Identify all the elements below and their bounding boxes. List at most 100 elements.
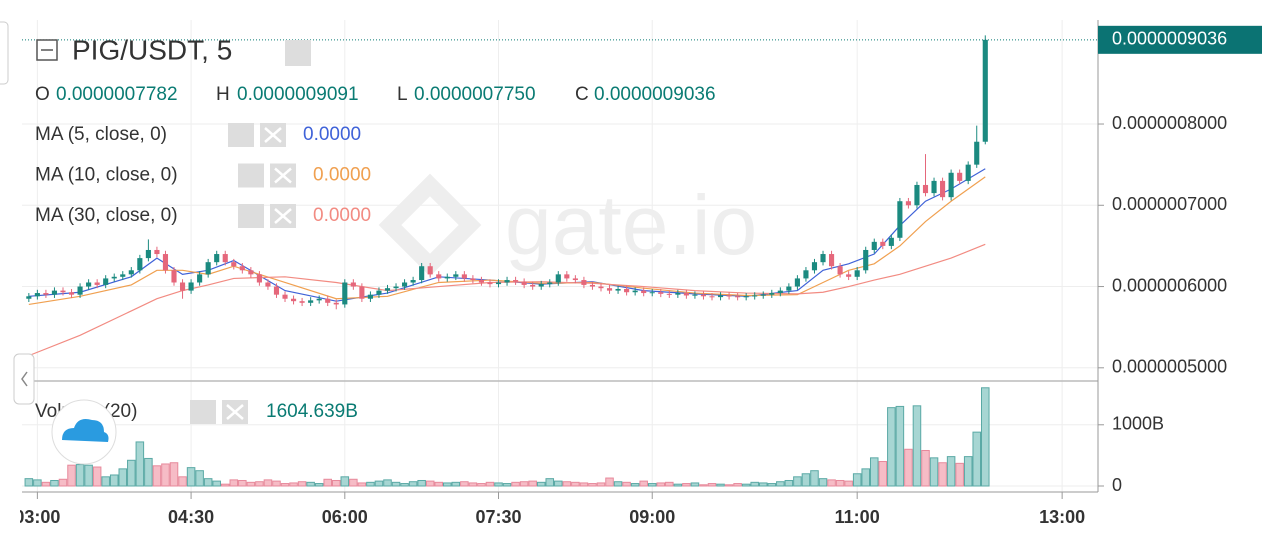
settings-button[interactable] bbox=[285, 40, 311, 66]
volume-bar bbox=[477, 483, 486, 487]
volume-bar bbox=[887, 407, 896, 487]
ma-settings[interactable] bbox=[238, 163, 264, 188]
volume-bar bbox=[383, 479, 392, 487]
volume-bar bbox=[229, 479, 239, 487]
candle-body bbox=[854, 270, 860, 277]
candle-body bbox=[521, 281, 527, 285]
ma-legend-value: 0.0000 bbox=[313, 205, 371, 226]
volume-bar bbox=[724, 484, 734, 487]
volume-bar bbox=[203, 478, 213, 487]
volume-bar bbox=[144, 457, 153, 487]
volume-bar bbox=[656, 482, 666, 487]
candle-body bbox=[547, 282, 553, 285]
volume-bar bbox=[707, 483, 717, 487]
volume-last-value: 1604.639B bbox=[266, 401, 358, 422]
volume-bar bbox=[212, 480, 221, 487]
candle-body bbox=[384, 288, 391, 291]
remove-icon bbox=[274, 208, 292, 224]
candle-body bbox=[419, 266, 425, 281]
candle-body bbox=[700, 294, 707, 297]
volume-bar bbox=[528, 480, 537, 487]
volume-bar bbox=[24, 478, 34, 487]
candle-body bbox=[794, 278, 800, 287]
candle-body bbox=[350, 282, 356, 287]
volume-bar bbox=[895, 405, 905, 487]
candle-body bbox=[470, 278, 476, 281]
candle-body bbox=[581, 280, 587, 285]
volume-bar bbox=[647, 483, 657, 487]
volume-bar bbox=[408, 481, 418, 487]
volume-bar bbox=[835, 479, 845, 487]
candle-body bbox=[649, 292, 655, 294]
candle-body bbox=[26, 296, 32, 299]
candle-body bbox=[735, 296, 741, 298]
candle-body bbox=[709, 296, 715, 298]
volume-bar bbox=[280, 483, 290, 487]
last-price-label: 0.0000009036 bbox=[1112, 29, 1227, 49]
volume-bar bbox=[981, 387, 990, 487]
volume-bar bbox=[118, 468, 128, 487]
volume-bar bbox=[468, 482, 478, 487]
candle-body bbox=[427, 266, 433, 275]
volume-bar bbox=[844, 480, 853, 487]
candle-body bbox=[273, 286, 280, 295]
volume-bar bbox=[741, 483, 751, 487]
side-tab[interactable] bbox=[0, 21, 9, 85]
candle-body bbox=[632, 290, 638, 293]
volume-bar bbox=[596, 482, 606, 487]
ma-settings[interactable] bbox=[228, 123, 254, 147]
volume-bar bbox=[246, 481, 256, 487]
candle-body bbox=[342, 282, 348, 305]
volume-bar bbox=[263, 479, 273, 487]
volume-bar bbox=[921, 449, 930, 487]
candle-body bbox=[282, 294, 288, 299]
volume-bar bbox=[92, 466, 102, 487]
candle-body bbox=[837, 266, 843, 275]
candle-body bbox=[786, 286, 792, 291]
x-tick-label: 04:30 bbox=[168, 507, 214, 527]
volume-settings[interactable] bbox=[190, 400, 216, 424]
volume-bar bbox=[178, 476, 187, 487]
candle-body bbox=[940, 180, 946, 198]
volume-bar bbox=[58, 478, 68, 487]
remove-icon bbox=[274, 167, 292, 184]
candle-body bbox=[880, 241, 886, 246]
candle-body bbox=[453, 274, 459, 277]
volume-bar bbox=[186, 467, 196, 487]
candle-body bbox=[402, 282, 408, 287]
volume-bar bbox=[152, 465, 162, 487]
volume-bar bbox=[972, 431, 982, 487]
candle-body bbox=[717, 295, 724, 298]
volume-bar bbox=[161, 463, 170, 487]
volume-bar bbox=[716, 483, 725, 487]
watermark-text: gate.io bbox=[505, 178, 757, 272]
ma-legend-name: MA (5, close, 0) bbox=[35, 124, 167, 145]
volume-bar bbox=[545, 478, 555, 487]
candle-body bbox=[299, 301, 305, 303]
y-tick-label: 0 bbox=[1112, 475, 1122, 495]
volume-bar bbox=[682, 483, 691, 487]
volume-bar bbox=[101, 476, 110, 487]
candle-body bbox=[760, 294, 766, 296]
candle-body bbox=[188, 282, 194, 291]
collapse-side-button[interactable] bbox=[13, 353, 35, 405]
volume-bar bbox=[417, 479, 426, 487]
candle-body bbox=[461, 274, 467, 279]
volume-bar bbox=[357, 482, 367, 487]
volume-bar bbox=[349, 478, 358, 487]
volume-bar bbox=[776, 481, 785, 487]
candle-body bbox=[256, 274, 262, 283]
candle-body bbox=[34, 293, 40, 297]
y-tick-label: 0.0000008000 bbox=[1112, 113, 1227, 133]
close-label: C bbox=[575, 84, 589, 105]
candle-body bbox=[436, 274, 442, 279]
low-label: L bbox=[397, 84, 408, 105]
candle-body bbox=[769, 293, 775, 295]
volume-bar bbox=[810, 470, 819, 487]
candle-body bbox=[77, 286, 83, 295]
candle-body bbox=[675, 293, 681, 295]
candle-body bbox=[316, 298, 322, 301]
ma-settings[interactable] bbox=[238, 204, 264, 228]
volume-bar bbox=[665, 481, 674, 487]
volume-bar bbox=[904, 448, 913, 487]
